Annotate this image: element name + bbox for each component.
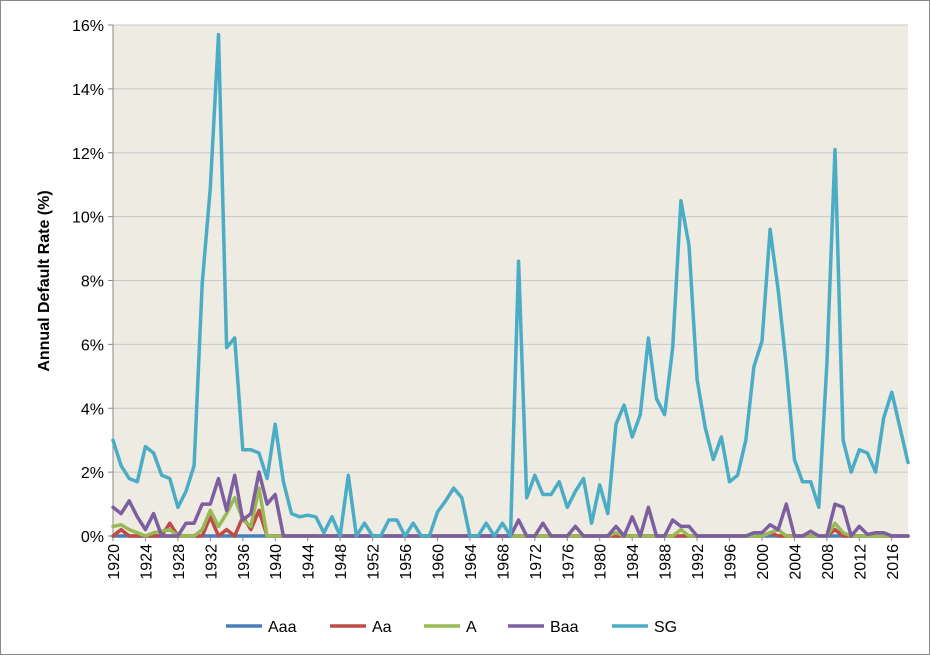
x-tick-label: 1944 xyxy=(301,544,318,580)
x-tick-label: 1920 xyxy=(106,544,123,580)
x-tick-label: 1984 xyxy=(625,544,642,580)
x-tick-label: 1924 xyxy=(138,544,155,580)
y-axis-tick-labels: 0% 2% 4% 6% 8% 10% 12% 14% 16% xyxy=(72,18,113,546)
x-tick-label: 1992 xyxy=(690,544,707,580)
legend-label: A xyxy=(466,619,477,636)
legend-label: Aa xyxy=(372,619,392,636)
x-tick-label: 1956 xyxy=(398,544,415,580)
y-tick-label: 0% xyxy=(81,529,104,546)
legend-label: Aaa xyxy=(268,619,297,636)
x-tick-label: 1972 xyxy=(528,544,545,580)
legend: Aaa Aa A Baa SG xyxy=(226,619,677,636)
x-tick-label: 2000 xyxy=(755,544,772,580)
x-tick-label: 1960 xyxy=(430,544,447,580)
series-line-sg xyxy=(111,32,910,538)
x-axis-tick-labels: 1920 1924 1928 1932 1936 1940 1944 1948 1952 1956… xyxy=(106,536,902,580)
x-tick-label: 1996 xyxy=(723,544,740,580)
x-tick-label: 1980 xyxy=(593,544,610,580)
gridlines xyxy=(113,24,908,473)
legend-label: Baa xyxy=(550,619,579,636)
x-tick-label: 1952 xyxy=(366,544,383,580)
x-tick-label: 1988 xyxy=(658,544,675,580)
x-tick-label: 2004 xyxy=(787,544,804,580)
y-tick-label: 16% xyxy=(72,18,104,35)
x-tick-label: 2012 xyxy=(852,544,869,580)
y-tick-label: 6% xyxy=(81,337,104,354)
y-tick-label: 8% xyxy=(81,274,104,291)
x-tick-label: 1936 xyxy=(236,544,253,580)
x-tick-label: 2016 xyxy=(885,544,902,580)
y-tick-label: 12% xyxy=(72,146,104,163)
x-tick-label: 1940 xyxy=(268,544,285,580)
y-tick-label: 14% xyxy=(72,82,104,99)
x-tick-label: 1932 xyxy=(203,544,220,580)
series-lines xyxy=(111,32,910,538)
y-tick-label: 10% xyxy=(72,210,104,227)
x-tick-label: 1928 xyxy=(171,544,188,580)
y-tick-label: 4% xyxy=(81,401,104,418)
x-tick-label: 1964 xyxy=(463,544,480,580)
x-tick-label: 1948 xyxy=(333,544,350,580)
y-axis-title: Annual Default Rate (%) xyxy=(36,190,53,371)
x-tick-label: 1968 xyxy=(495,544,512,580)
series-line-baa xyxy=(111,470,910,538)
x-tick-label: 2008 xyxy=(820,544,837,580)
y-tick-label: 2% xyxy=(81,465,104,482)
legend-label: SG xyxy=(654,619,677,636)
x-tick-label: 1976 xyxy=(560,544,577,580)
